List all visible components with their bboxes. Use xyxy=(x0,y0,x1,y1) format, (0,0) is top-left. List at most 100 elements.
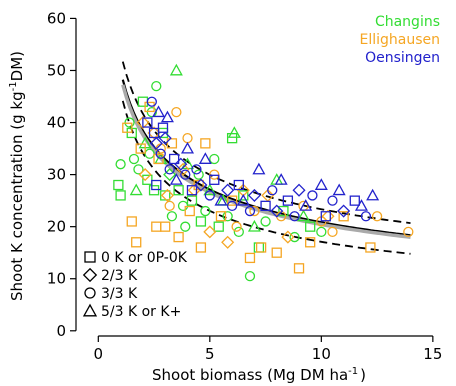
data-point xyxy=(236,193,250,206)
data-point xyxy=(255,242,267,253)
data-point xyxy=(209,153,220,165)
data-point xyxy=(151,221,162,232)
data-point xyxy=(403,226,414,238)
site-legend: Changins Ellighausen Oensingen xyxy=(359,14,440,66)
data-point xyxy=(182,133,193,144)
data-point xyxy=(200,138,211,149)
data-point xyxy=(174,157,188,171)
data-point xyxy=(226,195,238,206)
data-point xyxy=(115,190,126,201)
data-point xyxy=(260,200,271,211)
site-legend-entry: Changins xyxy=(375,14,440,30)
data-point xyxy=(231,221,242,232)
data-point xyxy=(151,179,162,191)
data-point xyxy=(267,185,278,196)
data-point xyxy=(193,179,204,191)
data-point xyxy=(354,199,368,211)
data-point xyxy=(148,185,160,196)
data-point xyxy=(198,152,212,164)
data-point xyxy=(209,169,220,180)
data-point xyxy=(126,216,137,227)
data-point xyxy=(314,178,328,190)
data-point xyxy=(282,195,294,206)
data-point xyxy=(135,143,146,154)
x-axis-title: Shoot biomass (Mg DM ha-1) xyxy=(152,366,366,384)
data-point xyxy=(184,205,195,217)
curve-upper xyxy=(121,61,411,224)
data-point xyxy=(177,200,189,211)
legend-square-marker xyxy=(84,251,96,263)
data-point xyxy=(146,106,157,118)
data-point xyxy=(360,211,372,222)
data-point xyxy=(260,216,271,227)
data-point xyxy=(289,211,300,222)
data-point xyxy=(253,242,265,253)
y-tick-label: 50 xyxy=(47,61,66,79)
data-point xyxy=(337,204,351,218)
data-point xyxy=(316,226,327,238)
data-point xyxy=(203,225,217,239)
data-point xyxy=(270,204,284,218)
data-point xyxy=(204,190,215,201)
x-tick-label: 10 xyxy=(312,345,331,363)
data-point xyxy=(320,211,331,222)
treatment-legend-label: 5/3 K or K+ xyxy=(101,304,181,320)
data-point xyxy=(292,183,306,197)
data-point xyxy=(238,190,249,201)
data-point xyxy=(193,169,204,180)
data-point xyxy=(122,122,133,133)
data-point xyxy=(169,63,183,76)
data-point xyxy=(131,237,142,248)
data-point xyxy=(247,219,261,232)
site-legend-entry: Ellighausen xyxy=(359,32,440,48)
data-point xyxy=(327,226,338,238)
data-point xyxy=(164,200,175,211)
data-point xyxy=(321,209,335,223)
data-point xyxy=(142,174,153,185)
y-tick-label: 10 xyxy=(47,270,66,288)
data-point xyxy=(151,80,162,92)
curve-fit-grey xyxy=(121,84,411,239)
data-point xyxy=(244,270,256,282)
data-point xyxy=(155,148,166,159)
data-point xyxy=(166,211,178,222)
data-point xyxy=(213,221,224,232)
data-point xyxy=(215,211,227,222)
data-point xyxy=(307,190,318,201)
data-point xyxy=(289,231,300,243)
data-point xyxy=(186,195,198,206)
data-point xyxy=(222,211,233,222)
data-point xyxy=(166,138,178,149)
data-point xyxy=(221,183,235,197)
data-point xyxy=(186,185,198,196)
treatment-legend-label: 0 K or 0P-0K xyxy=(101,250,188,266)
treatment-legend-label: 2/3 K xyxy=(101,268,138,284)
data-point xyxy=(169,173,183,185)
data-point xyxy=(299,199,313,211)
y-tick-label: 20 xyxy=(47,218,66,236)
legend-triangle-marker xyxy=(82,303,98,317)
data-point xyxy=(271,247,282,258)
treatment-legend-label: 3/3 K xyxy=(101,286,138,302)
data-point xyxy=(365,242,376,253)
data-point xyxy=(113,179,124,191)
data-point xyxy=(160,221,171,232)
data-point xyxy=(142,117,153,128)
site-legend-entry: Oensingen xyxy=(365,50,440,66)
y-axis-title: Shoot K concentration (g kg-1DM) xyxy=(8,51,26,301)
data-point xyxy=(274,173,288,185)
data-point xyxy=(327,195,338,206)
data-point xyxy=(293,263,305,274)
x-tick-label: 0 xyxy=(94,345,104,363)
data-point xyxy=(160,110,174,123)
data-point xyxy=(221,235,235,249)
data-point xyxy=(195,216,207,227)
data-point xyxy=(305,237,316,248)
data-point xyxy=(180,169,191,180)
data-point xyxy=(144,148,155,159)
data-point xyxy=(149,136,163,150)
legend-circle-marker xyxy=(84,287,96,299)
data-point xyxy=(171,106,182,118)
data-point xyxy=(148,127,160,139)
data-point xyxy=(332,183,346,196)
